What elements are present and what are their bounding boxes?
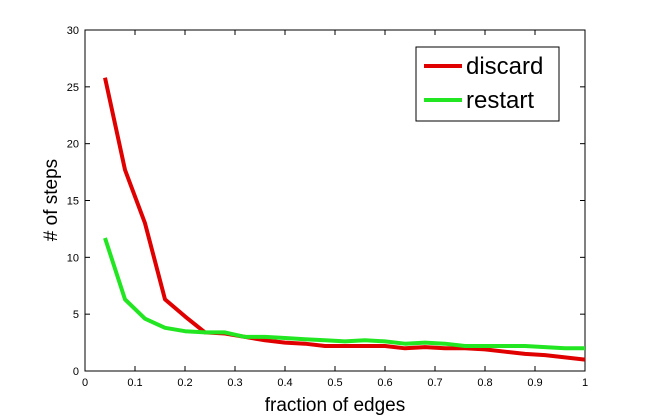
x-axis-title: fraction of edges [265,395,405,416]
x-tick-label: 0.3 [227,377,242,389]
x-tick-label: 0.1 [127,377,142,389]
legend-label-restart: restart [466,87,534,114]
series-line-discard [103,77,586,362]
x-tick-label: 0.6 [377,377,392,389]
x-tick-label: 0 [82,377,88,389]
ticks-layer: 0 0.1 0.2 0.3 0.4 0.5 0.6 0.7 0.8 0.9 105101520253… [67,25,588,389]
x-tick-label: 0.9 [527,377,542,389]
x-tick-label: 0.8 [477,377,492,389]
y-tick-label: 0 [73,366,79,378]
y-axis-title: # of steps [41,159,62,241]
x-tick-label: 0.5 [327,377,342,389]
legend-label-discard: discard [466,53,543,80]
legend: discard restart [415,46,560,122]
y-tick-label: 30 [67,25,79,37]
y-tick-label: 20 [67,139,79,151]
series-layer [103,77,586,362]
x-tick-label: 0.4 [277,377,292,389]
y-tick-label: 25 [67,82,79,94]
y-tick-label: 5 [73,309,79,321]
legend-box [415,46,560,122]
x-tick-label: 1 [582,377,588,389]
x-tick-label: 0.2 [177,377,192,389]
x-tick-label: 0.7 [427,377,442,389]
y-tick-label: 15 [67,196,79,208]
series-line-restart [103,237,585,351]
y-tick-label: 10 [67,252,79,264]
